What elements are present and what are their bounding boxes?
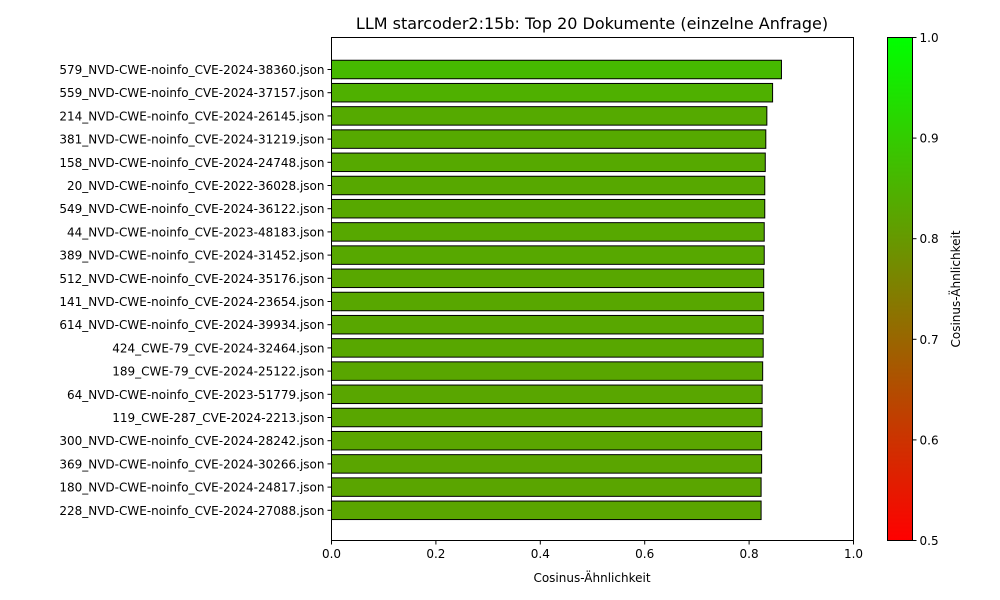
y-tick-label: 64_NVD-CWE-noinfo_CVE-2023-51779.json [67, 388, 325, 402]
bar [331, 175, 766, 196]
y-tick-label: 614_NVD-CWE-noinfo_CVE-2024-39934.json [59, 318, 324, 332]
bar [331, 430, 763, 451]
bar [331, 384, 763, 405]
plot-area [331, 37, 854, 541]
y-tick-label: 180_NVD-CWE-noinfo_CVE-2024-24817.json [59, 481, 324, 495]
y-tick-label: 512_NVD-CWE-noinfo_CVE-2024-35176.json [59, 272, 324, 286]
y-tick-label: 579_NVD-CWE-noinfo_CVE-2024-38360.json [59, 63, 324, 77]
x-axis-label: Cosinus-Ähnlichkeit [533, 570, 650, 585]
bar [331, 82, 774, 103]
colorbar-tick-label: 0.9 [920, 132, 939, 146]
y-tick-label: 228_NVD-CWE-noinfo_CVE-2024-27088.json [59, 504, 324, 518]
y-tick-label: 300_NVD-CWE-noinfo_CVE-2024-28242.json [59, 434, 324, 448]
colorbar-tick-label: 1.0 [920, 31, 939, 45]
colorbar-label: Cosinus-Ähnlichkeit [948, 230, 963, 347]
bar [331, 106, 768, 126]
bar [331, 291, 765, 312]
bar [331, 222, 765, 242]
bar [331, 500, 762, 521]
y-tick-label: 549_NVD-CWE-noinfo_CVE-2024-36122.json [59, 202, 324, 216]
bar [331, 338, 764, 358]
chart-title: LLM starcoder2:15b: Top 20 Dokumente (ei… [356, 14, 828, 33]
x-tick-label: 0.2 [426, 547, 445, 561]
x-tick-label: 0.4 [531, 547, 550, 561]
colorbar-tick-label: 0.7 [920, 333, 939, 347]
y-tick-label: 369_NVD-CWE-noinfo_CVE-2024-30266.json [59, 457, 324, 471]
y-tick-label: 141_NVD-CWE-noinfo_CVE-2024-23654.json [59, 295, 324, 309]
colorbar-tick-label: 0.6 [920, 433, 939, 447]
y-tick-label: 424_CWE-79_CVE-2024-32464.json [112, 341, 324, 355]
bar [331, 361, 764, 381]
y-tick-labels: 579_NVD-CWE-noinfo_CVE-2024-38360.json 55… [59, 63, 332, 518]
y-tick-label: 559_NVD-CWE-noinfo_CVE-2024-37157.json [59, 86, 324, 100]
y-tick-label: 381_NVD-CWE-noinfo_CVE-2024-31219.json [59, 133, 324, 147]
bar [331, 314, 764, 335]
x-tick-label: 0.6 [635, 547, 654, 561]
colorbar-tick-label: 0.8 [920, 232, 939, 246]
bar [331, 407, 763, 428]
y-tick-label: 214_NVD-CWE-noinfo_CVE-2024-26145.json [59, 109, 324, 123]
y-tick-label: 44_NVD-CWE-noinfo_CVE-2023-48183.json [67, 225, 325, 239]
y-tick-label: 119_CWE-287_CVE-2024-2213.json [112, 411, 324, 425]
bar [331, 198, 766, 219]
bar-group [331, 59, 782, 521]
colorbar-ticks: 0.5 0.6 0.7 0.8 0.9 1.0 [912, 31, 939, 548]
bar [331, 59, 782, 80]
bar [331, 477, 762, 497]
bar [331, 268, 765, 289]
x-tick-label: 0.0 [322, 547, 341, 561]
y-tick-label: 158_NVD-CWE-noinfo_CVE-2024-24748.json [59, 156, 324, 170]
x-tick-label: 1.0 [844, 547, 863, 561]
bar [331, 129, 767, 149]
y-tick-label: 189_CWE-79_CVE-2024-25122.json [112, 365, 324, 379]
x-tick-label: 0.8 [740, 547, 759, 561]
bar [331, 454, 763, 474]
colorbar-tick-label: 0.5 [920, 534, 939, 548]
y-tick-label: 389_NVD-CWE-noinfo_CVE-2024-31452.json [59, 249, 324, 263]
y-tick-label: 20_NVD-CWE-noinfo_CVE-2022-36028.json [67, 179, 325, 193]
x-axis-ticks: 0.0 0.2 0.4 0.6 0.8 1.0 [322, 540, 863, 561]
bar [331, 245, 765, 265]
bar [331, 152, 766, 173]
colorbar [887, 37, 913, 541]
